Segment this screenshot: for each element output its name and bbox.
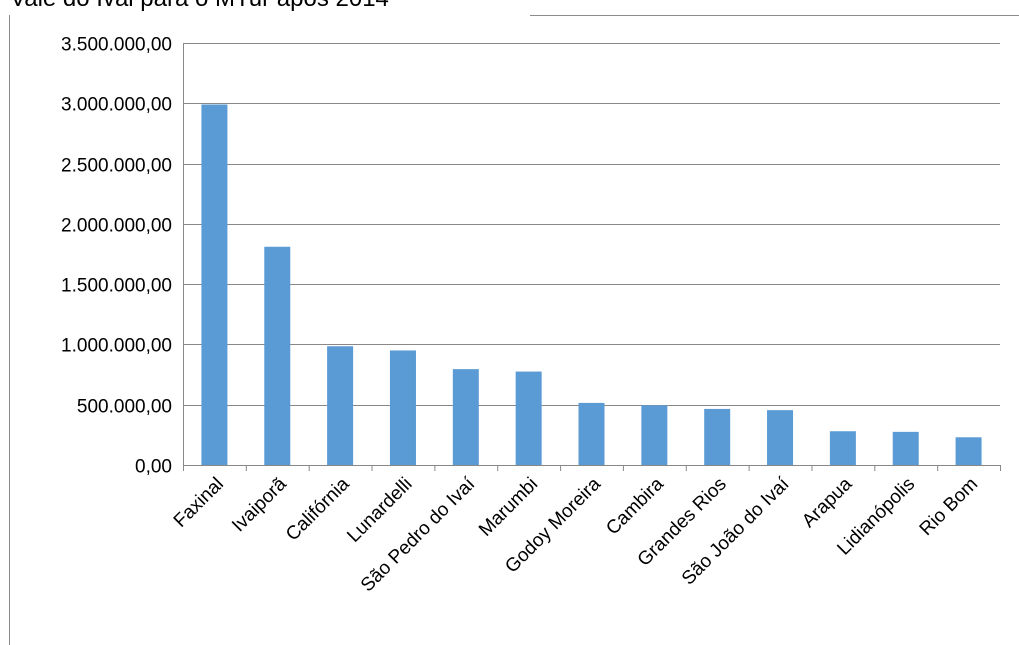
y-tick-label: 2.000.000,00 <box>61 216 172 237</box>
bar <box>264 246 291 465</box>
y-tick-label: 3.000.000,00 <box>61 95 172 116</box>
y-tick-label: 0,00 <box>135 457 172 478</box>
chart-border-left <box>9 15 10 645</box>
y-tick-label: 2.500.000,00 <box>61 156 172 177</box>
bar <box>704 408 731 465</box>
bar <box>515 371 542 465</box>
y-tick-label: 500.000,00 <box>77 397 172 418</box>
bar <box>641 405 668 465</box>
x-tick-label: Cambira <box>602 473 668 539</box>
bar <box>578 402 605 465</box>
bar <box>201 104 228 466</box>
bar <box>892 431 919 465</box>
y-tick-label: 1.000.000,00 <box>61 336 172 357</box>
y-tick-label: 3.500.000,00 <box>61 35 172 56</box>
x-tick-label: Rio Bom <box>916 474 982 540</box>
bar <box>767 410 794 465</box>
x-tick-label: Arapua <box>798 473 856 531</box>
bar <box>452 369 479 465</box>
x-tick-label: Faxinal <box>170 474 228 532</box>
chart-border-top <box>530 15 1019 16</box>
bar <box>955 437 982 465</box>
bar <box>327 346 354 465</box>
y-tick-label: 1.500.000,00 <box>61 276 172 297</box>
x-tick-label: Ivaiporã <box>228 473 291 536</box>
bar <box>389 350 416 465</box>
x-tick-label: Califórnia <box>282 473 354 545</box>
bar <box>829 431 856 465</box>
x-tick-label: São Pedro do Ivaí <box>357 473 480 596</box>
x-tick-label: São João do Ivaí <box>678 473 794 589</box>
chart-title: Vale do Ivai para o MTur após 2014 <box>10 0 389 14</box>
